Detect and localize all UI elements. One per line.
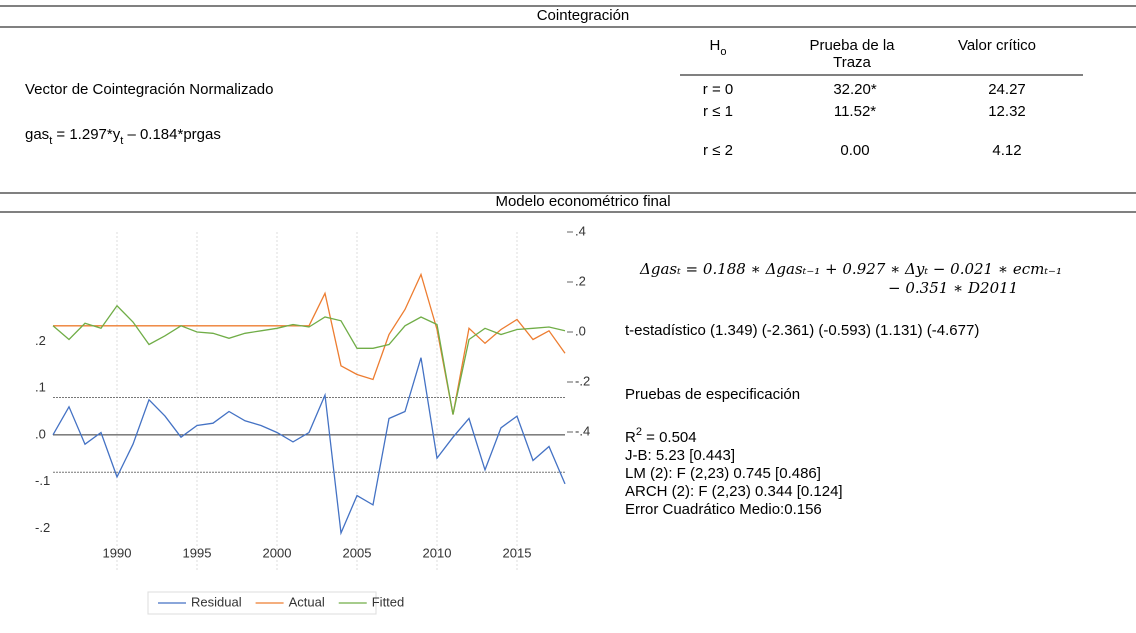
column-header: Valor crítico [958, 37, 1036, 54]
table-cell: 11.52* [834, 103, 876, 120]
spec-title: Pruebas de especificación [625, 386, 800, 403]
equation: − 0.351 ∗ D2011 [888, 279, 1018, 297]
section-title: Cointegración [537, 7, 630, 24]
y2-tick-label: -.4 [575, 423, 590, 438]
series-line [52, 304, 566, 415]
x-tick-label: 1990 [103, 545, 132, 560]
x-tick-label: 1995 [183, 545, 212, 560]
y-tick-label: .2 [35, 333, 46, 348]
table-cell: r ≤ 2 [703, 142, 733, 159]
test-result: Error Cuadrático Medio:0.156 [625, 501, 822, 518]
series-line [52, 357, 566, 536]
eq-part: = 1.297*y [52, 126, 120, 143]
test-result: J-B: 5.23 [0.443] [625, 447, 735, 464]
r-squared: R2 = 0.504 [625, 426, 697, 446]
y2-tick-label: .4 [575, 223, 586, 238]
column-header: Ho [710, 37, 727, 58]
eq-part: gas [25, 126, 49, 143]
x-tick-label: 2000 [263, 545, 292, 560]
eq-part: – 0.184*prgas [123, 126, 221, 143]
x-tick-label: 2015 [503, 545, 532, 560]
r2-part: R [625, 429, 636, 446]
test-result: LM (2): F (2,23) 0.745 [0.486] [625, 465, 821, 482]
subscript: t [49, 135, 52, 147]
table-cell: 32.20* [833, 81, 877, 98]
table-cell: 0.00 [840, 142, 869, 159]
y2-tick-label: -.2 [575, 373, 590, 388]
table-cell: r ≤ 1 [703, 103, 733, 120]
legend-label: Actual [289, 594, 325, 609]
y-tick-label: .1 [35, 380, 46, 395]
y-tick-label: -.2 [35, 520, 50, 535]
column-header: Traza [833, 54, 871, 71]
table-cell: r = 0 [703, 81, 733, 98]
vector-equation: gast = 1.297*yt – 0.184*prgas [25, 126, 221, 147]
t-stats: t-estadístico (1.349) (-2.361) (-0.593) … [625, 322, 979, 339]
table-cell: 4.12 [992, 142, 1021, 159]
section-title: Modelo econométrico final [495, 193, 670, 210]
y2-tick-label: .2 [575, 273, 586, 288]
test-result: ARCH (2): F (2,23) 0.344 [0.124] [625, 483, 843, 500]
r2-part: = 0.504 [642, 429, 697, 446]
superscript: 2 [636, 426, 642, 438]
y-tick-label: .0 [35, 426, 46, 441]
subscript: t [120, 135, 123, 147]
y-tick-label: -.1 [35, 473, 50, 488]
legend-label: Residual [191, 594, 242, 609]
legend-box [147, 591, 377, 615]
subscript: o [720, 46, 726, 58]
column-header: Prueba de la [809, 37, 895, 54]
equation: Δgasₜ = 0.188 ∗ Δgasₜ₋₁ + 0.927 ∗ Δyₜ − … [639, 260, 1062, 278]
x-tick-label: 2010 [423, 545, 452, 560]
table-cell: 24.27 [988, 81, 1026, 98]
y2-tick-label: .0 [575, 323, 586, 338]
vector-label: Vector de Cointegración Normalizado [25, 81, 273, 98]
table-cell: 12.32 [988, 103, 1026, 120]
chart: 1990 1995 2000 2005 2010 2015 -.2 -.1 .0 .1 .2 -.4 -… [35, 223, 590, 615]
tests: J-B: 5.23 [0.443]LM (2): F (2,23) 0.745 … [625, 447, 843, 518]
legend-label: Fitted [372, 594, 405, 609]
series-line [53, 272, 566, 415]
table-body: r = 0 32.20* 24.27 r ≤ 1 11.52* 12.32 r ≤ 2 0.0… [703, 81, 1026, 159]
header-text: H [710, 37, 721, 54]
x-tick-label: 2005 [343, 545, 372, 560]
